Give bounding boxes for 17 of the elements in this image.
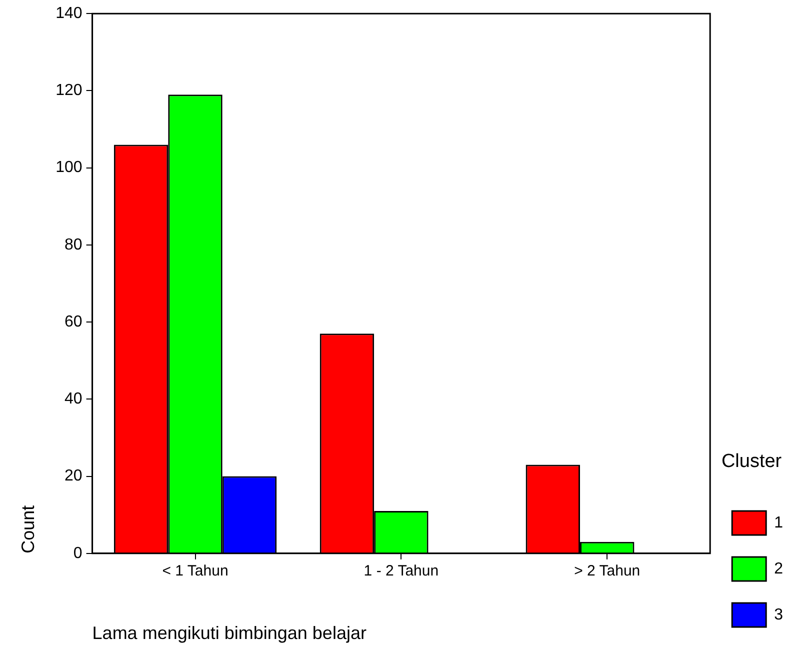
legend-label: 1 — [774, 514, 784, 532]
y-tick-label: 140 — [56, 5, 82, 22]
y-tick-label: 100 — [56, 159, 82, 176]
y-tick-label: 40 — [64, 390, 82, 408]
y-axis-title: Count — [18, 505, 38, 554]
legend-title: Cluster — [721, 450, 782, 472]
x-tick-label: > 2 Tahun — [574, 562, 640, 580]
y-tick-label: 0 — [73, 544, 82, 562]
x-axis-title: Lama mengikuti bimbingan belajar — [92, 623, 366, 644]
x-tick-label: < 1 Tahun — [162, 562, 228, 580]
y-tick-label: 120 — [56, 82, 82, 100]
y-tick-label: 80 — [64, 236, 82, 254]
legend-label: 2 — [774, 560, 784, 578]
legend-label: 3 — [774, 606, 784, 624]
y-tick-label: 60 — [64, 313, 82, 330]
y-tick-label: 20 — [64, 468, 82, 485]
x-tick-label: 1 - 2 Tahun — [364, 562, 439, 580]
